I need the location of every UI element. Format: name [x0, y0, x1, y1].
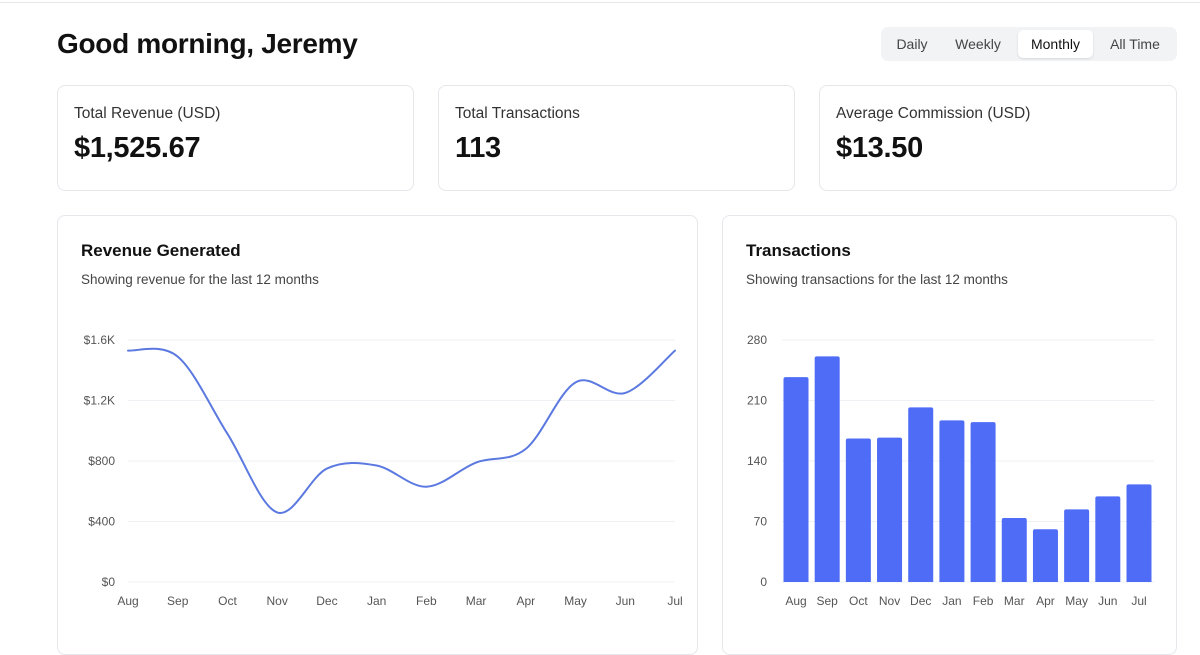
stat-label: Total Transactions [455, 105, 580, 122]
stat-label: Total Revenue (USD) [74, 105, 221, 122]
revenue-chart-title: Revenue Generated [81, 241, 241, 260]
period-tab-daily[interactable]: Daily [896, 36, 928, 52]
top-divider [0, 2, 1200, 3]
stat-card-total-transactions: Total Transactions 113 [438, 85, 795, 191]
stat-value: 113 [455, 132, 501, 164]
stat-value: $13.50 [836, 132, 923, 164]
stat-label: Average Commission (USD) [836, 105, 1031, 122]
stat-card-average-commission: Average Commission (USD) $13.50 [819, 85, 1177, 191]
stat-value: $1,525.67 [74, 132, 201, 164]
transactions-chart-subtitle: Showing transactions for the last 12 mon… [746, 272, 1008, 287]
transactions-chart-title: Transactions [746, 241, 851, 260]
stat-card-total-revenue: Total Revenue (USD) $1,525.67 [57, 85, 414, 191]
transactions-chart-card: Transactions Showing transactions for th… [722, 215, 1177, 655]
revenue-chart-subtitle: Showing revenue for the last 12 months [81, 272, 319, 287]
period-tab-monthly[interactable]: Monthly [1018, 30, 1093, 58]
period-tab-all-time[interactable]: All Time [1110, 36, 1160, 52]
period-tab-weekly[interactable]: Weekly [955, 36, 1001, 52]
page-greeting: Good morning, Jeremy [57, 28, 358, 59]
revenue-chart-card: Revenue Generated Showing revenue for th… [57, 215, 698, 655]
period-selector: Daily Weekly Monthly All Time [881, 27, 1177, 61]
